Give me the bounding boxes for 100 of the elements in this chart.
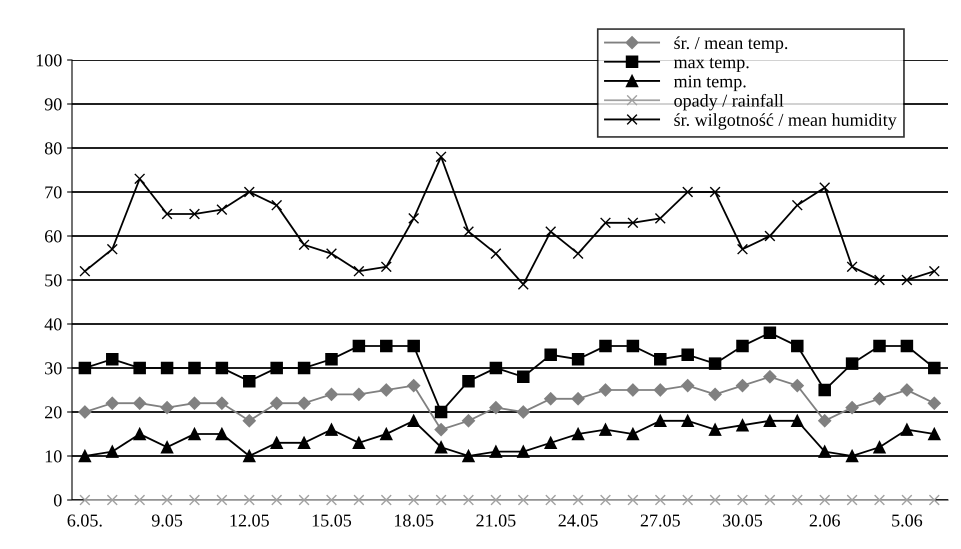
point	[490, 494, 502, 506]
point	[271, 200, 282, 211]
point	[516, 405, 530, 419]
point	[134, 494, 146, 506]
point	[297, 396, 311, 410]
point	[162, 494, 173, 506]
point	[408, 494, 420, 506]
point	[78, 405, 92, 419]
point	[188, 396, 202, 410]
point	[708, 423, 722, 436]
point	[764, 326, 776, 340]
point	[736, 340, 749, 352]
point	[434, 406, 448, 418]
point	[462, 494, 474, 506]
point	[188, 362, 201, 374]
point	[380, 340, 393, 352]
point	[846, 401, 859, 414]
point	[708, 357, 722, 370]
point	[846, 494, 858, 506]
point	[271, 494, 282, 506]
point	[134, 173, 146, 184]
point	[792, 200, 803, 211]
point	[325, 352, 338, 366]
point	[901, 494, 912, 506]
y-tick-label: 70	[45, 186, 62, 198]
point	[626, 340, 640, 352]
point	[326, 248, 338, 260]
y-tick-label: 0	[54, 494, 62, 506]
point	[818, 384, 831, 396]
point	[298, 362, 310, 374]
point	[462, 450, 475, 462]
point	[763, 370, 776, 384]
y-tick-label: 30	[45, 362, 62, 374]
point	[434, 440, 448, 454]
point	[598, 383, 612, 397]
point	[243, 450, 256, 462]
point	[517, 370, 530, 384]
point	[627, 217, 638, 228]
point	[490, 248, 502, 260]
point	[544, 392, 558, 406]
point	[681, 348, 694, 362]
point	[407, 340, 420, 352]
point	[352, 388, 366, 401]
point	[792, 494, 803, 506]
point	[326, 494, 338, 506]
y-tick-label: 60	[45, 230, 62, 242]
x-tick-label: 15.05	[312, 514, 352, 527]
point	[928, 266, 940, 277]
point	[872, 392, 886, 406]
point	[599, 340, 612, 352]
point	[846, 357, 858, 370]
point	[79, 494, 90, 506]
point	[736, 244, 748, 255]
point	[436, 494, 447, 506]
x-tick-label: 27.05	[640, 514, 680, 527]
x-tick-label: 18.05	[394, 514, 434, 527]
y-tick-label: 20	[45, 406, 62, 418]
point	[325, 423, 338, 436]
point	[434, 423, 448, 436]
point	[572, 352, 584, 366]
point	[928, 428, 941, 440]
point	[270, 362, 283, 374]
point	[188, 494, 200, 506]
y-tick-label: 50	[45, 274, 62, 286]
point	[819, 182, 830, 194]
y-tick-label: 90	[44, 98, 62, 110]
point	[764, 414, 776, 428]
point	[654, 494, 666, 506]
point	[407, 379, 420, 392]
x-tick-label: 21.05	[476, 514, 516, 527]
point	[133, 362, 146, 374]
point	[489, 401, 502, 414]
point	[188, 208, 200, 220]
x-tick-label: 6.05.	[68, 514, 102, 527]
point	[818, 445, 831, 458]
point	[600, 494, 612, 506]
x-tick-label: 30.05	[723, 514, 762, 527]
point	[106, 494, 118, 506]
point	[490, 362, 502, 374]
point	[352, 436, 366, 450]
point	[572, 392, 585, 406]
point	[654, 414, 667, 428]
point	[106, 244, 118, 255]
point	[407, 414, 420, 428]
point	[873, 340, 886, 352]
point	[133, 396, 146, 410]
point	[298, 436, 310, 450]
point	[900, 383, 914, 397]
point	[79, 266, 90, 277]
point	[819, 494, 830, 506]
point	[215, 396, 228, 410]
point	[244, 186, 255, 198]
point	[681, 414, 694, 428]
point	[764, 494, 776, 506]
point	[298, 239, 310, 250]
point	[78, 362, 92, 374]
legend-label: min temp.	[674, 75, 746, 92]
point	[544, 436, 557, 450]
point	[545, 226, 556, 238]
point	[270, 396, 284, 410]
